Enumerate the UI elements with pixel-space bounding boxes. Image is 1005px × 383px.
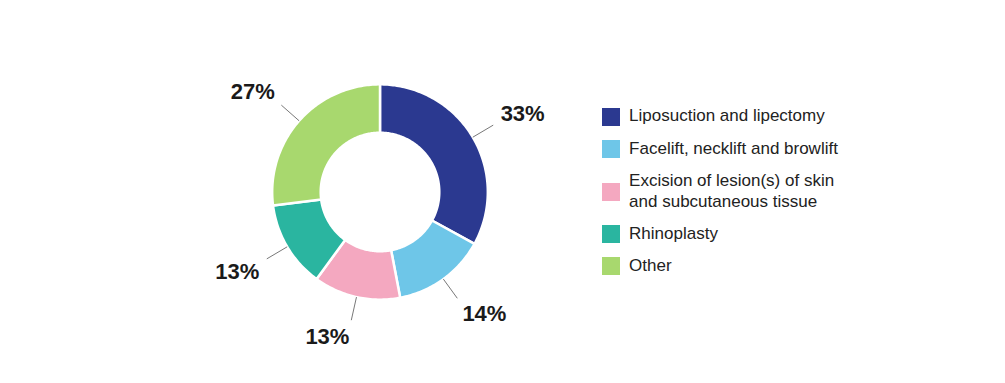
svg-text:13%: 13% xyxy=(215,259,259,284)
html-text:Liposuction and lipectomy: Liposuction and lipectomy xyxy=(629,106,825,126)
html-text:Excision of lesion(s) of skin: Excision of lesion(s) of skin and subcut… xyxy=(629,171,835,211)
html-text:Facelift, necklift and browlif: Facelift, necklift and browlift xyxy=(629,138,838,158)
svg-text:14%: 14% xyxy=(462,301,506,326)
html-text:Other: Other xyxy=(629,256,672,276)
svg-text:13%: 13% xyxy=(305,324,349,349)
svg-text:33%: 33% xyxy=(501,101,545,126)
svg-text:27%: 27% xyxy=(231,79,275,104)
html-text:Rhinoplasty: Rhinoplasty xyxy=(629,223,718,243)
